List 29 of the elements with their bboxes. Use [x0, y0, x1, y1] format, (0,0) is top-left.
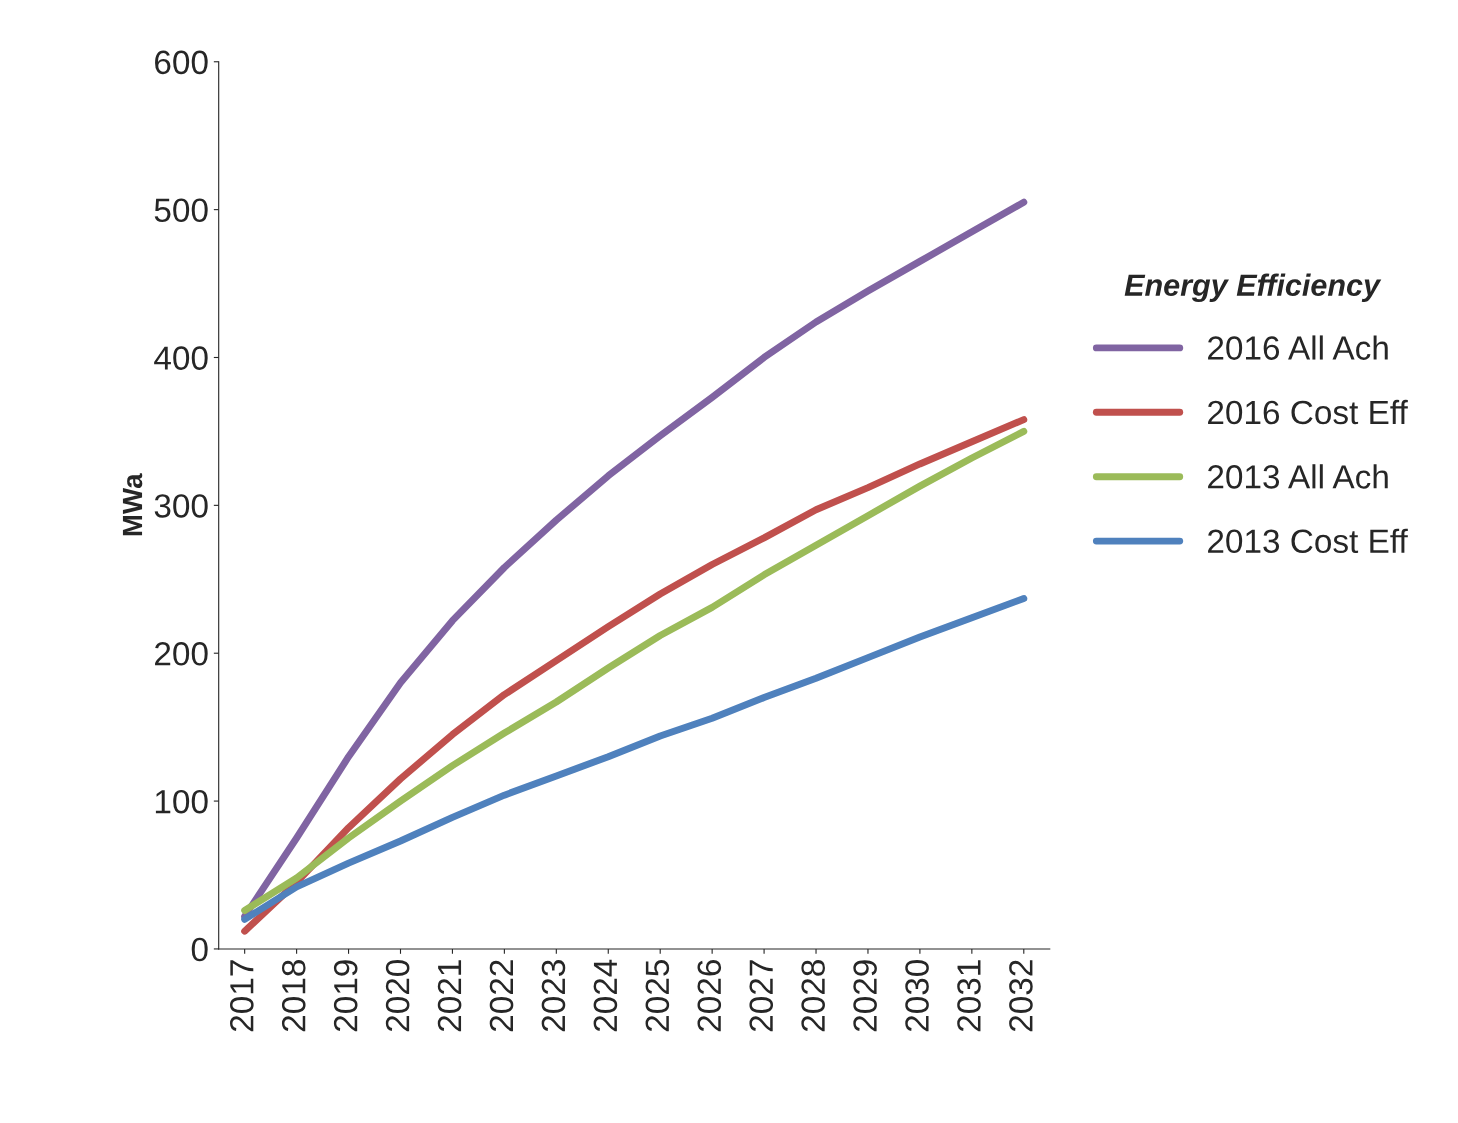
x-tick-label: 2031: [957, 960, 981, 1032]
x-tick-label: 2029: [853, 960, 877, 1032]
y-tick-label: 100: [155, 789, 208, 814]
legend-label: 2016 Cost Eff: [1208, 399, 1408, 425]
y-tick-label: 300: [154, 494, 208, 518]
y-tick-label: 400: [154, 346, 208, 370]
x-tick-label: 2020: [385, 959, 410, 1032]
x-tick-label: 2021: [437, 960, 462, 1032]
y-tick-label: 500: [154, 198, 208, 223]
x-tick-label: 2024: [593, 959, 618, 1032]
legend-label: 2013 Cost Eff: [1208, 528, 1408, 554]
y-axis-title: MWa: [122, 473, 143, 536]
x-tick-label: 2023: [541, 960, 566, 1032]
x-tick-label: 2028: [801, 960, 825, 1032]
legend-label: 2013 All Ach: [1208, 464, 1388, 489]
y-tick-label: 200: [155, 642, 208, 666]
legend-label: 2016 All Ach: [1208, 335, 1388, 360]
x-tick-label: 2026: [697, 960, 722, 1032]
x-tick-label: 2019: [333, 960, 358, 1032]
y-tick-label: 600: [155, 50, 208, 75]
x-tick-label: 2025: [645, 960, 670, 1032]
x-tick-label: 2027: [749, 960, 774, 1032]
y-tick-label: 0: [191, 937, 208, 962]
x-tick-label: 2022: [489, 960, 514, 1032]
x-tick-label: 2018: [281, 960, 306, 1032]
legend-title: Energy Efficiency: [1124, 273, 1382, 303]
x-tick-label: 2017: [230, 960, 254, 1032]
x-tick-label: 2030: [905, 959, 929, 1032]
x-tick-label: 2032: [1009, 960, 1033, 1032]
